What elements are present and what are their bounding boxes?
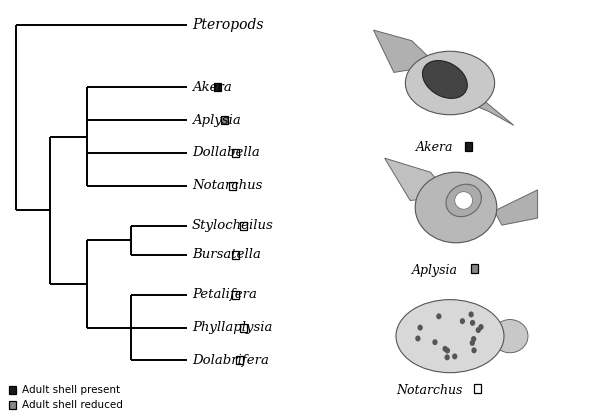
Ellipse shape [433, 339, 437, 345]
Ellipse shape [415, 172, 497, 243]
Bar [232, 291, 239, 299]
Bar [240, 324, 247, 332]
Bar [240, 222, 247, 230]
Text: Akera: Akera [192, 81, 232, 94]
Ellipse shape [445, 348, 450, 354]
Polygon shape [385, 158, 451, 200]
Text: Dolabrifera: Dolabrifera [192, 354, 269, 367]
Bar [214, 83, 221, 91]
Ellipse shape [471, 336, 476, 342]
Bar [236, 356, 243, 364]
Text: Pteropods: Pteropods [192, 19, 263, 32]
Text: Aplysia: Aplysia [192, 114, 241, 127]
Bar [232, 149, 239, 157]
Text: Notarchus: Notarchus [192, 179, 262, 192]
Text: Stylocheilus: Stylocheilus [192, 219, 274, 232]
Text: Bursatella: Bursatella [192, 248, 261, 261]
Bar [232, 251, 239, 259]
Polygon shape [494, 190, 538, 225]
Bar [10, 386, 16, 393]
Text: Dollabella: Dollabella [192, 146, 260, 159]
Text: Phyllaplysia: Phyllaplysia [192, 321, 272, 334]
Bar [229, 182, 236, 190]
Bar [221, 116, 228, 124]
Text: Adult shell present: Adult shell present [22, 385, 120, 395]
Ellipse shape [492, 320, 528, 353]
Polygon shape [373, 30, 437, 72]
Ellipse shape [460, 318, 465, 324]
Ellipse shape [446, 184, 481, 217]
Text: Akera: Akera [416, 141, 454, 154]
Ellipse shape [452, 354, 457, 359]
Ellipse shape [415, 335, 421, 342]
Text: Adult shell reduced: Adult shell reduced [22, 400, 123, 410]
Ellipse shape [422, 61, 467, 98]
Ellipse shape [469, 311, 474, 317]
Ellipse shape [470, 320, 475, 326]
Text: Notarchus: Notarchus [396, 384, 462, 397]
Ellipse shape [396, 300, 504, 373]
Ellipse shape [470, 340, 475, 346]
Ellipse shape [476, 327, 481, 333]
Bar [474, 384, 481, 393]
Bar [10, 401, 16, 409]
Ellipse shape [472, 347, 476, 353]
Polygon shape [463, 93, 514, 125]
Ellipse shape [445, 354, 450, 360]
Ellipse shape [436, 313, 442, 319]
Bar [471, 264, 478, 273]
Text: Petalifera: Petalifera [192, 288, 257, 301]
Ellipse shape [478, 324, 484, 330]
Ellipse shape [455, 192, 473, 209]
Text: Aplysia: Aplysia [412, 264, 458, 276]
Bar [465, 142, 472, 151]
Ellipse shape [418, 325, 423, 331]
Ellipse shape [442, 346, 448, 352]
Ellipse shape [406, 51, 494, 115]
